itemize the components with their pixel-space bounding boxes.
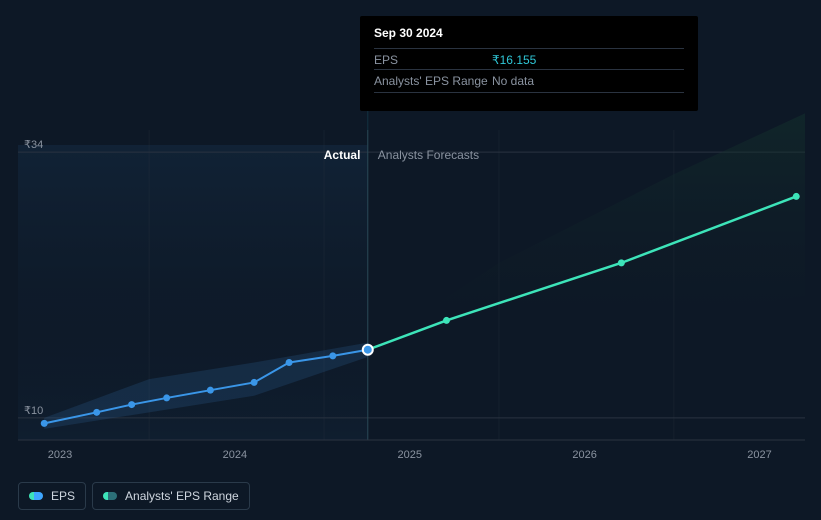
- region-label-actual: Actual: [324, 148, 361, 162]
- tooltip-label: Analysts' EPS Range: [374, 74, 492, 88]
- tooltip-label: EPS: [374, 53, 492, 67]
- legend-item[interactable]: Analysts' EPS Range: [92, 482, 250, 510]
- eps-chart: { "viewport": { "w": 821, "h": 520 }, "p…: [0, 0, 821, 520]
- x-axis-tick: 2025: [398, 449, 422, 461]
- tooltip-row: Analysts' EPS RangeNo data: [374, 69, 684, 93]
- x-axis-tick: 2023: [48, 449, 72, 461]
- chart-tooltip: Sep 30 2024 EPS₹16.155Analysts' EPS Rang…: [360, 16, 698, 111]
- x-axis-tick: 2024: [223, 449, 247, 461]
- tooltip-value: ₹16.155: [492, 53, 536, 67]
- legend-label: EPS: [51, 489, 75, 503]
- region-label-forecast: Analysts Forecasts: [378, 148, 479, 162]
- tooltip-row: EPS₹16.155: [374, 48, 684, 69]
- legend-swatch-icon: [103, 492, 117, 500]
- legend-swatch-icon: [29, 492, 43, 500]
- chart-legend: EPS Analysts' EPS Range: [18, 482, 250, 510]
- legend-label: Analysts' EPS Range: [125, 489, 239, 503]
- tooltip-date: Sep 30 2024: [374, 26, 684, 40]
- y-axis-tick: ₹10: [24, 404, 43, 417]
- x-axis-tick: 2027: [747, 449, 771, 461]
- legend-item[interactable]: EPS: [18, 482, 86, 510]
- x-axis-tick: 2026: [572, 449, 596, 461]
- tooltip-value: No data: [492, 74, 534, 88]
- y-axis-tick: ₹34: [24, 138, 43, 151]
